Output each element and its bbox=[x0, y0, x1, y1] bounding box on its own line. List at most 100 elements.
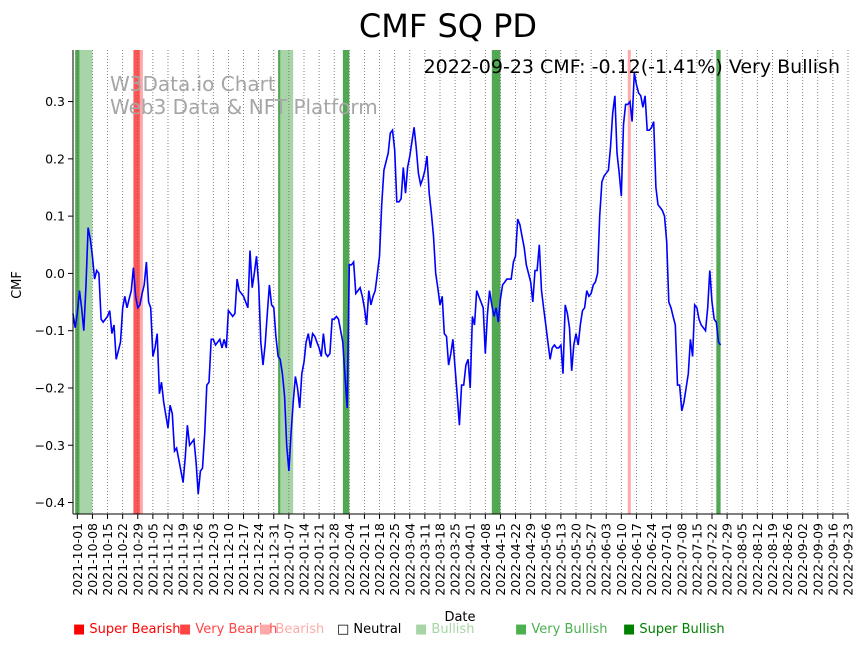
x-tick-label-22: 2022-03-04 bbox=[402, 523, 417, 596]
x-tick-label-44: 2022-08-05 bbox=[735, 523, 750, 596]
x-tick-label-40: 2022-07-08 bbox=[674, 523, 689, 596]
x-tick-label-23: 2022-03-11 bbox=[417, 523, 432, 596]
x-tick-label-24: 2022-03-18 bbox=[432, 523, 447, 596]
band-6 bbox=[280, 50, 294, 514]
legend-label: Bearish bbox=[275, 622, 325, 637]
band-10 bbox=[716, 50, 721, 514]
legend-label: Super Bearish bbox=[89, 622, 181, 637]
legend-swatch: ■ bbox=[73, 622, 90, 637]
y-axis-ticks: 0.3 0.2 0.1 0.0 −0.1 −0.2 −0.3 −0.4 bbox=[35, 94, 73, 510]
legend-swatch: ■ bbox=[623, 622, 640, 637]
x-tick-label-47: 2022-08-26 bbox=[780, 523, 795, 596]
legend-swatch: ■ bbox=[515, 622, 532, 637]
y-tick-label-4: −0.1 bbox=[35, 323, 65, 338]
x-tick-label-42: 2022-07-22 bbox=[704, 523, 719, 596]
x-tick-label-4: 2021-10-29 bbox=[130, 523, 145, 596]
x-tick-label-27: 2022-04-08 bbox=[478, 523, 493, 596]
x-tick-label-0: 2021-10-01 bbox=[70, 523, 85, 596]
y-tick-label-6: −0.3 bbox=[35, 438, 65, 453]
legend-swatch: ■ bbox=[179, 622, 196, 637]
x-tick-label-32: 2022-05-13 bbox=[553, 523, 568, 596]
x-tick-label-50: 2022-09-16 bbox=[825, 523, 840, 596]
x-tick-label-28: 2022-04-15 bbox=[493, 523, 508, 596]
info-text: 2022-09-23 CMF: -0.12(-1.41%) Very Bulli… bbox=[424, 56, 840, 78]
x-tick-label-39: 2022-07-01 bbox=[659, 523, 674, 596]
x-tick-label-48: 2022-09-02 bbox=[795, 523, 810, 596]
x-tick-label-7: 2021-11-19 bbox=[176, 523, 191, 596]
x-tick-label-11: 2021-12-17 bbox=[236, 523, 251, 596]
x-tick-label-10: 2021-12-10 bbox=[221, 523, 236, 596]
x-tick-label-5: 2021-11-05 bbox=[145, 523, 160, 596]
x-tick-label-38: 2022-06-24 bbox=[644, 523, 659, 596]
x-tick-label-9: 2021-12-03 bbox=[206, 523, 221, 596]
x-tick-label-18: 2022-02-04 bbox=[342, 523, 357, 596]
x-tick-label-46: 2022-08-19 bbox=[765, 523, 780, 596]
x-tick-label-35: 2022-06-03 bbox=[599, 523, 614, 596]
x-tick-label-30: 2022-04-29 bbox=[523, 523, 538, 596]
x-tick-label-19: 2022-02-11 bbox=[357, 523, 372, 596]
band-4 bbox=[139, 50, 143, 514]
x-tick-label-31: 2022-05-06 bbox=[538, 523, 553, 596]
x-tick-label-2: 2021-10-15 bbox=[100, 523, 115, 596]
legend-item-bullish: ■ Bullish bbox=[415, 622, 474, 637]
legend-label: Super Bullish bbox=[639, 622, 725, 637]
x-tick-label-34: 2022-05-27 bbox=[584, 523, 599, 596]
band-5 bbox=[278, 50, 282, 514]
legend-label: Very Bearish bbox=[195, 622, 278, 637]
x-tick-label-43: 2022-07-29 bbox=[720, 523, 735, 596]
x-tick-label-25: 2022-03-25 bbox=[448, 523, 463, 596]
x-tick-label-20: 2022-02-18 bbox=[372, 523, 387, 596]
x-tick-label-33: 2022-05-20 bbox=[568, 523, 583, 596]
x-tick-label-16: 2022-01-21 bbox=[312, 523, 327, 596]
x-tick-label-21: 2022-02-25 bbox=[387, 523, 402, 596]
x-tick-label-8: 2021-11-26 bbox=[191, 523, 206, 596]
x-tick-label-1: 2021-10-08 bbox=[85, 523, 100, 596]
x-tick-label-45: 2022-08-12 bbox=[750, 523, 765, 596]
legend-item-very-bullish: ■ Very Bullish bbox=[515, 622, 607, 637]
signal-bands bbox=[75, 50, 721, 514]
x-tick-label-17: 2022-01-28 bbox=[327, 523, 342, 596]
x-tick-label-41: 2022-07-15 bbox=[689, 523, 704, 596]
legend-item-super-bullish: ■ Super Bullish bbox=[623, 622, 725, 637]
x-tick-label-36: 2022-06-10 bbox=[614, 523, 629, 596]
x-tick-label-14: 2022-01-07 bbox=[281, 523, 296, 596]
x-axis-ticks: 2021-10-01 2021-10-08 2021-10-15 2021-10-22… bbox=[70, 514, 856, 596]
legend-item-super-bearish: ■ Super Bearish bbox=[73, 622, 181, 637]
legend-swatch: □ bbox=[337, 622, 354, 637]
x-tick-label-49: 2022-09-09 bbox=[810, 523, 825, 596]
x-tick-label-29: 2022-04-22 bbox=[508, 523, 523, 596]
x-axis-label: Date bbox=[444, 610, 475, 625]
band-2 bbox=[85, 50, 93, 514]
y-tick-label-2: 0.1 bbox=[45, 209, 65, 224]
watermark-line-2: Web3 Data & NFT Platform bbox=[110, 95, 378, 119]
legend-swatch: ■ bbox=[259, 622, 276, 637]
legend-item-neutral: □ Neutral bbox=[337, 622, 401, 637]
x-tick-label-15: 2022-01-14 bbox=[296, 523, 311, 596]
band-3 bbox=[133, 50, 140, 514]
legend-item-bearish: ■ Bearish bbox=[259, 622, 324, 637]
y-tick-label-0: 0.3 bbox=[45, 94, 65, 109]
x-tick-label-3: 2021-10-22 bbox=[115, 523, 130, 596]
legend-item-very-bearish: ■ Very Bearish bbox=[179, 622, 277, 637]
x-tick-label-6: 2021-11-12 bbox=[160, 523, 175, 596]
band-9 bbox=[627, 50, 631, 514]
chart-title: CMF SQ PD bbox=[359, 7, 537, 45]
band-1 bbox=[79, 50, 86, 514]
x-tick-label-12: 2021-12-24 bbox=[251, 523, 266, 596]
legend-label: Very Bullish bbox=[531, 622, 608, 637]
cmf-series-line bbox=[72, 72, 722, 495]
x-tick-label-26: 2022-04-01 bbox=[463, 523, 478, 596]
band-8 bbox=[491, 50, 501, 514]
y-axis-label: CMF bbox=[10, 271, 25, 299]
legend-label: Bullish bbox=[431, 622, 475, 637]
legend-label: Neutral bbox=[353, 622, 402, 637]
y-tick-label-3: 0.0 bbox=[45, 266, 65, 281]
legend-swatch: ■ bbox=[415, 622, 432, 637]
band-7 bbox=[342, 50, 350, 514]
y-tick-label-5: −0.2 bbox=[35, 380, 65, 395]
x-tick-label-51: 2022-09-23 bbox=[841, 523, 856, 596]
watermark-line-1: W3Data.io Chart bbox=[110, 72, 276, 96]
y-tick-label-1: 0.2 bbox=[45, 151, 65, 166]
axes bbox=[72, 50, 848, 515]
